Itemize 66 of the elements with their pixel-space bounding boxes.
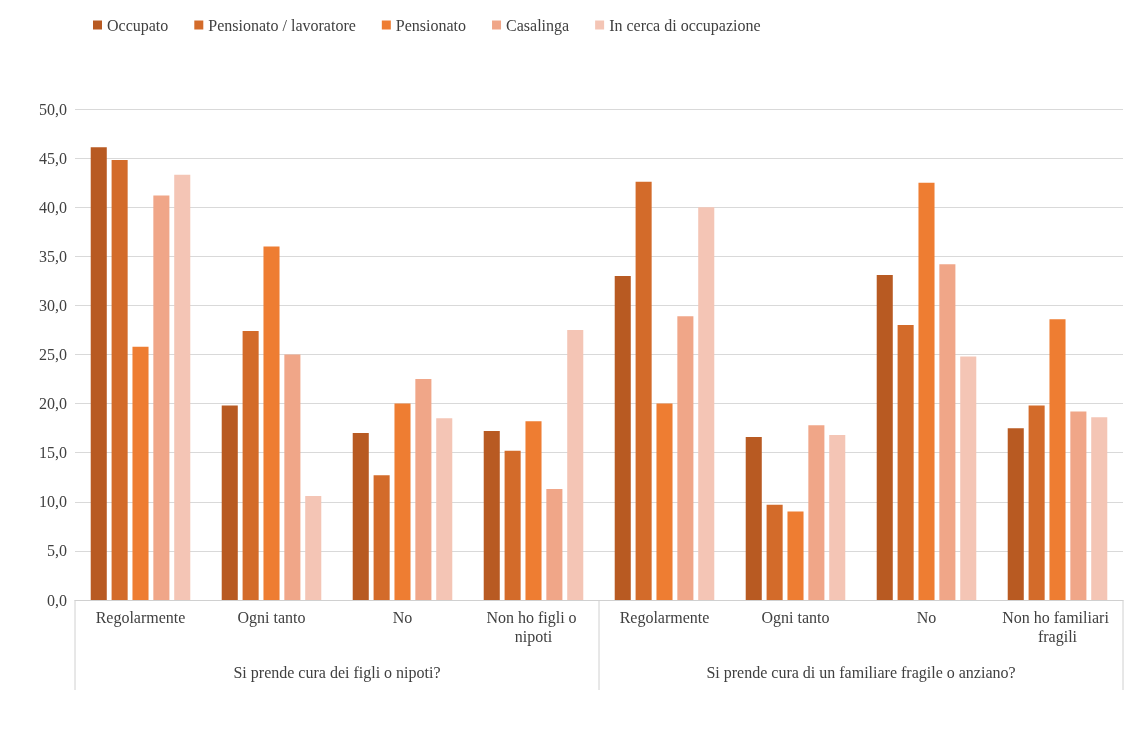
y-tick-label: 35,0	[39, 247, 67, 265]
bar	[483, 431, 500, 600]
y-tick-label: 15,0	[39, 444, 67, 462]
bar	[829, 435, 846, 600]
bar	[698, 207, 715, 600]
y-tick-label: 20,0	[39, 395, 67, 413]
x-tick-label: Regolarmente	[95, 609, 186, 627]
legend-label: Casalinga	[506, 16, 570, 35]
bar	[284, 354, 301, 600]
bar	[614, 275, 631, 600]
y-tick-label: 40,0	[39, 198, 67, 216]
bar	[939, 264, 956, 600]
bar	[918, 182, 935, 600]
bar	[656, 403, 673, 600]
y-tick-label: 0,0	[47, 591, 67, 609]
y-tick-label: 50,0	[39, 100, 67, 118]
legend-label: Pensionato	[395, 16, 467, 34]
bar	[766, 504, 783, 600]
bar	[111, 160, 128, 600]
bar	[221, 405, 238, 600]
bar	[504, 450, 521, 600]
x-tick-label: Ogni tanto	[761, 609, 830, 627]
y-tick-label: 10,0	[39, 493, 67, 511]
bar	[1049, 319, 1066, 600]
bar	[1007, 428, 1024, 600]
x-tick-label: No	[916, 609, 937, 626]
legend-label: Pensionato / lavoratore	[208, 16, 356, 34]
bar	[394, 403, 411, 600]
bar	[525, 421, 542, 600]
bar	[132, 346, 149, 600]
bar	[90, 147, 107, 600]
bar	[1070, 411, 1087, 600]
bar	[677, 316, 694, 600]
bar	[305, 495, 322, 600]
bar	[960, 356, 977, 600]
bar	[373, 475, 390, 600]
y-tick-label: 30,0	[39, 296, 67, 314]
bar	[897, 325, 914, 600]
x-tick-label: Ogni tanto	[237, 609, 306, 627]
text: Si prende cura di un familiare fragile o anziano?	[706, 663, 1016, 682]
x-tick-label: Regolarmente	[619, 609, 710, 627]
x-tick-label: Non ho figli o nipoti	[486, 609, 581, 646]
bar	[745, 436, 762, 600]
bar	[546, 489, 563, 600]
bar	[876, 274, 893, 600]
legend-label: In cerca di occupazione	[609, 16, 761, 35]
text: Si prende cura dei figli o nipoti?	[233, 663, 441, 682]
y-tick-label: 25,0	[39, 346, 67, 363]
bar	[1091, 417, 1108, 600]
x-tick-label: Non ho familiari fragili	[1002, 609, 1113, 646]
x-tick-label: No	[392, 609, 413, 626]
legend-label: Occupato	[107, 16, 169, 35]
bar	[352, 433, 369, 600]
bar	[635, 181, 652, 600]
bar	[787, 511, 804, 600]
bar	[1028, 405, 1045, 600]
bar	[174, 174, 191, 600]
y-tick-label: 5,0	[47, 542, 67, 560]
y-tick-label: 45,0	[39, 149, 67, 167]
bar	[567, 329, 584, 600]
bar	[153, 195, 170, 600]
bar	[808, 425, 825, 600]
bar	[415, 379, 432, 600]
bar	[436, 418, 453, 600]
bar	[263, 246, 280, 600]
bar	[242, 330, 259, 600]
